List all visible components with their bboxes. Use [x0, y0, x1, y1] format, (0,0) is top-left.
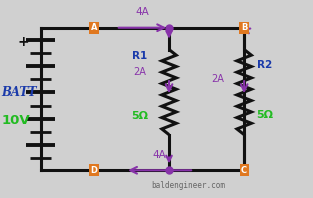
Text: baldengineer.com: baldengineer.com — [151, 181, 225, 190]
Text: 5Ω: 5Ω — [131, 111, 148, 121]
Text: 2A: 2A — [133, 67, 146, 77]
Text: R1: R1 — [132, 51, 147, 61]
Text: 5Ω: 5Ω — [256, 110, 273, 120]
Text: B: B — [241, 23, 247, 32]
Text: BATT: BATT — [2, 86, 37, 99]
Text: R2: R2 — [257, 60, 272, 70]
Text: 4A: 4A — [153, 150, 167, 160]
Text: D: D — [90, 166, 97, 175]
Text: A: A — [91, 23, 97, 32]
Text: 2A: 2A — [211, 74, 224, 84]
Text: +: + — [18, 35, 29, 49]
Text: 10V: 10V — [2, 114, 30, 127]
Text: C: C — [241, 166, 247, 175]
Text: 4A: 4A — [136, 7, 149, 17]
